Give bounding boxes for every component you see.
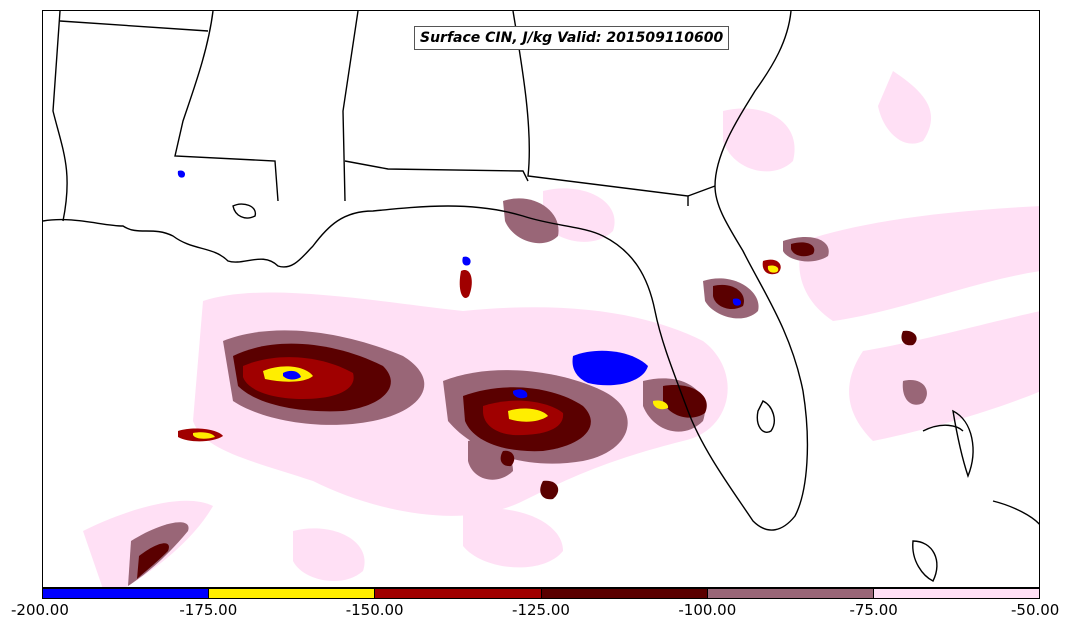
colorbar-tick-label: -175.00 xyxy=(179,601,238,619)
cin-map xyxy=(43,11,1039,587)
colorbar-tick-label: -150.00 xyxy=(345,601,404,619)
colorbar-segment-5 xyxy=(872,589,1040,598)
colorbar-tick-label: -75.00 xyxy=(849,601,898,619)
colorbar-tick-label: -200.00 xyxy=(11,601,69,619)
colorbar-segment-4 xyxy=(706,589,873,598)
colorbar-tick-label: -125.00 xyxy=(512,601,570,619)
map-title: Surface CIN, J/kg Valid: 201509110600 xyxy=(414,26,730,50)
cin-shading-blue xyxy=(177,170,742,399)
coastlines xyxy=(43,11,1039,582)
colorbar-segment-0 xyxy=(43,589,209,598)
colorbar-tick-label: -100.00 xyxy=(678,601,737,619)
colorbar-segment-3 xyxy=(540,589,707,598)
cin-shading-light xyxy=(83,71,1039,587)
colorbar-segment-2 xyxy=(374,589,541,598)
colorbar-segment-1 xyxy=(208,589,375,598)
map-panel: Surface CIN, J/kg Valid: 201509110600 xyxy=(42,10,1040,588)
colorbar xyxy=(42,588,1040,599)
colorbar-tick-label: -50.00 xyxy=(1011,601,1060,619)
